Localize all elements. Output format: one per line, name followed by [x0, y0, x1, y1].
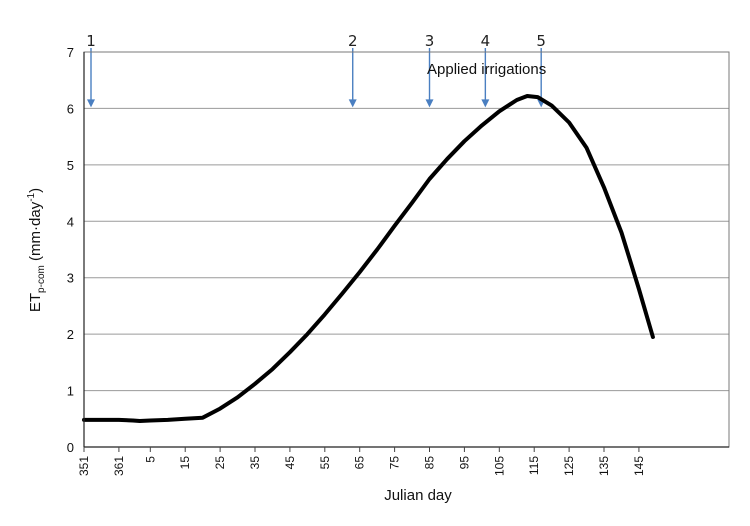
x-tick-label: 95	[457, 456, 471, 470]
x-tick-label: 105	[492, 456, 506, 476]
x-tick-label: 15	[178, 456, 192, 470]
y-tick-label: 7	[67, 45, 74, 60]
irrigation-label: 1	[86, 32, 96, 50]
x-tick-labels: 351 361 5 15 25 35 45 55 65 75 85 95 105 115 125 135 145	[77, 447, 646, 476]
irrigation-arrow-head	[481, 99, 490, 108]
x-tick-label: 145	[632, 456, 646, 476]
y-tick-label: 0	[67, 440, 74, 455]
x-tick-label: 35	[248, 456, 262, 470]
x-tick-label: 361	[112, 456, 126, 476]
irrigation-label: 3	[425, 32, 435, 50]
x-axis-title: Julian day	[384, 487, 452, 504]
y-axis-title-unit-close: )	[27, 188, 44, 193]
x-tick-label: 5	[143, 456, 157, 463]
x-tick-label: 55	[318, 456, 332, 470]
y-tick-label: 3	[67, 271, 74, 286]
y-axis-title-unit: (mm·day	[27, 201, 44, 265]
x-tick-label: 125	[562, 456, 576, 476]
x-tick-label: 45	[283, 456, 297, 470]
x-tick-label: 25	[213, 456, 227, 470]
y-tick-label: 5	[67, 158, 74, 173]
irrigation-label: 5	[536, 32, 546, 50]
x-tick-label: 135	[597, 456, 611, 476]
irrigation-arrow-head	[87, 99, 95, 108]
y-axis-title: ETp-com (mm·day-1)	[26, 188, 47, 312]
x-tick-label: 75	[388, 456, 402, 470]
x-tick-label: 85	[423, 456, 437, 470]
irrigation-arrow-head	[348, 99, 357, 108]
y-axis-title-unit-sup: -1	[26, 192, 37, 201]
y-axis-title-main: ET	[27, 293, 44, 312]
plot-frame	[83, 51, 730, 448]
plot-area-border	[83, 51, 730, 448]
x-tick-label: 115	[527, 456, 541, 475]
annotation-applied-irrigations: Applied irrigations	[427, 61, 546, 78]
y-tick-label: 1	[67, 384, 74, 399]
series-layer	[82, 94, 655, 423]
y-tick-labels: 0 1 2 3 4 5 6 7	[67, 45, 74, 455]
y-tick-label: 2	[67, 327, 74, 342]
y-axis-title-subscript: p-com	[36, 265, 47, 293]
y-tick-label: 6	[67, 101, 74, 116]
irrigation-arrows: 1 2 3 4 5	[86, 32, 546, 108]
x-tick-label: 65	[353, 456, 367, 470]
irrigation-label: 2	[348, 32, 358, 50]
y-tick-label: 4	[67, 214, 74, 229]
irrigation-label: 4	[481, 32, 491, 50]
irrigation-arrow-head	[425, 99, 434, 108]
x-tick-label: 351	[77, 456, 91, 476]
grid-lines	[84, 51, 729, 392]
series-line	[82, 94, 655, 423]
